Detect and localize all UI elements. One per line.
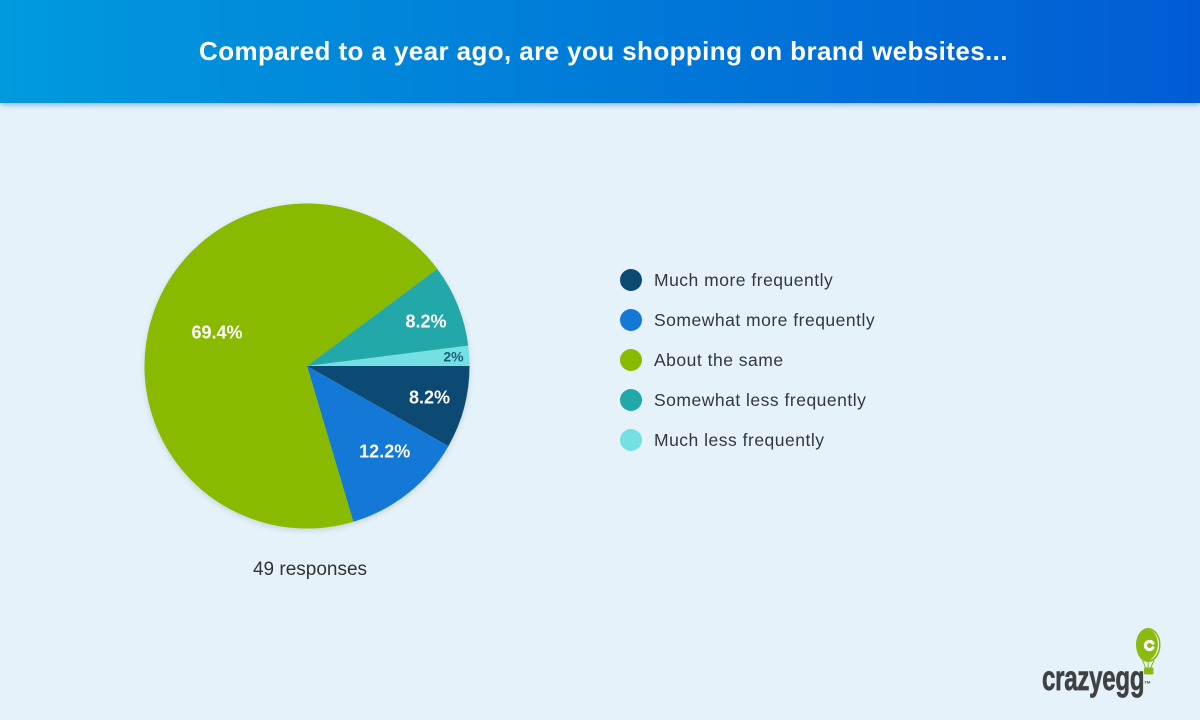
- svg-text:69.4%: 69.4%: [191, 323, 242, 343]
- svg-text:12.2%: 12.2%: [359, 442, 410, 462]
- svg-text:8.2%: 8.2%: [405, 311, 446, 331]
- svg-text:2%: 2%: [443, 349, 464, 365]
- svg-text:8.2%: 8.2%: [409, 387, 450, 407]
